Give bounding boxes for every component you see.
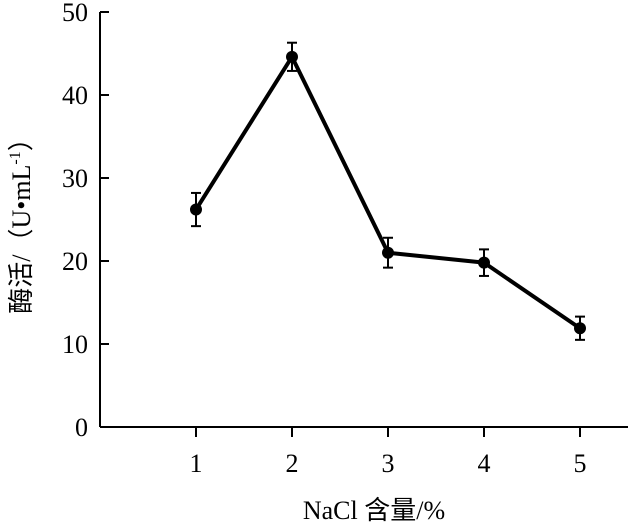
y-tick-label: 50 [62, 0, 88, 27]
x-tick-label: 3 [382, 449, 395, 478]
y-axis-label-main: 酶活/（U•mL [7, 165, 36, 314]
y-axis-label-superscript: -1 [7, 151, 24, 164]
y-axis-label-close: ） [7, 125, 36, 151]
y-tick-label: 30 [62, 164, 88, 193]
x-tick-label: 5 [574, 449, 587, 478]
y-tick-label: 10 [62, 330, 88, 359]
x-tick-label: 2 [286, 449, 299, 478]
y-tick-label: 0 [75, 413, 88, 442]
y-axis-ticks: 0 10 20 30 40 50 [62, 0, 109, 442]
data-point [574, 322, 586, 335]
series-group [190, 41, 586, 341]
x-tick-label: 4 [478, 449, 491, 478]
y-tick-label: 20 [62, 247, 88, 276]
data-point [190, 203, 202, 216]
x-axis-label: NaCl 含量/% [303, 496, 445, 525]
x-tick-label: 1 [190, 449, 203, 478]
data-point [382, 246, 394, 259]
y-tick-label: 40 [62, 81, 88, 110]
x-axis-ticks: 1 2 3 4 5 [190, 427, 587, 478]
data-point [478, 256, 490, 269]
y-axis-label: 酶活/（U•mL-1） [7, 125, 36, 314]
axes [99, 12, 628, 428]
series-line [194, 54, 582, 330]
data-point [286, 50, 298, 63]
